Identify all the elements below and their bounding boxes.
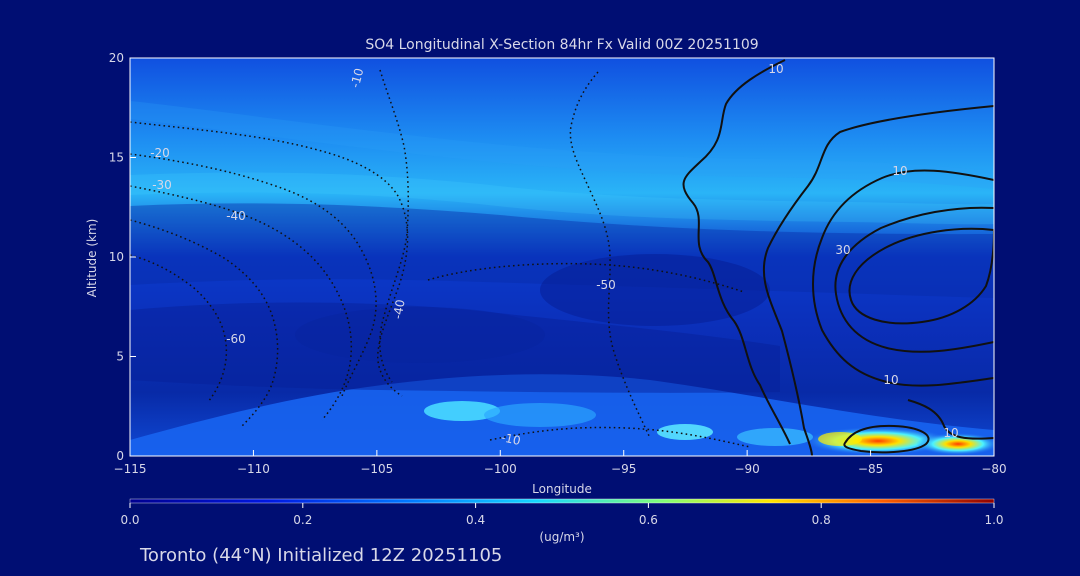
y-axis-ticks: 0 5 10 15 20: [109, 51, 136, 463]
y-tick-label: 5: [116, 350, 124, 364]
footer-caption: Toronto (44°N) Initialized 12Z 20251105: [139, 545, 502, 566]
y-axis: 0 5 10 15 20 Altitude (km): [85, 51, 136, 463]
x-axis: −115 −110 −105 −100 −95 −90 −85 −80 Longitude: [114, 450, 1007, 496]
solid-contour-1: [682, 59, 791, 445]
contour-label-minus40: -40: [226, 209, 246, 223]
aerosol-plume-2: [484, 403, 596, 427]
contour-label-group: 10 10 30 10 10 -20 -30 -40 -60 -50 -40 -…: [150, 62, 958, 448]
dotted-contour-9: [427, 262, 745, 293]
colorbar-tick-label: 0.6: [639, 513, 658, 527]
x-tick-label: −90: [734, 462, 759, 476]
x-tick-label: −80: [981, 462, 1006, 476]
colorbar: 0.0 0.2 0.4 0.6 0.8 1.0 (ug/m³): [120, 498, 1004, 544]
x-tick-label: −115: [114, 462, 147, 476]
colorbar-tick-label: 0.2: [293, 513, 312, 527]
contour-label-minus60: -60: [226, 332, 246, 346]
dotted-contours: [130, 69, 751, 448]
plot-area: 10 10 30 10 10 -20 -30 -40 -60 -50 -40 -…: [130, 58, 994, 456]
colorbar-label: (ug/m³): [539, 530, 584, 544]
contour-label-10-lower: 10: [883, 373, 898, 387]
colorbar-ticks: 0.0 0.2 0.4 0.6 0.8 1.0: [120, 503, 1004, 527]
aerosol-yellow-spot: [818, 432, 862, 446]
colorbar-gradient: [129, 498, 995, 504]
dotted-contour-5: [130, 185, 353, 421]
contour-label-minus40-vertical: -40: [390, 298, 407, 320]
lower-dark-band: [130, 302, 780, 393]
solid-contour-4: [834, 206, 994, 353]
y-axis-label: Altitude (km): [85, 219, 99, 298]
midlayer-dark-band: [130, 203, 994, 298]
colorbar-tick-label: 0.4: [466, 513, 485, 527]
x-axis-ticks: −115 −110 −105 −100 −95 −90 −85 −80: [114, 450, 1007, 476]
solid-contour-2: [762, 105, 994, 456]
contour-label-10-top: 10: [768, 62, 783, 76]
y-tick-label: 20: [109, 51, 124, 65]
colorbar-tick-label: 0.8: [812, 513, 831, 527]
contour-label-minus50: -50: [596, 278, 616, 292]
dotted-contour-1: [379, 69, 409, 383]
y-tick-label: 0: [116, 449, 124, 463]
solid-contour-6: [843, 424, 930, 454]
dotted-contour-3: [130, 121, 409, 397]
x-tick-label: −85: [858, 462, 883, 476]
x-tick-label: −95: [611, 462, 636, 476]
dotted-contour-4: [130, 153, 377, 397]
solid-contour-7: [907, 399, 994, 440]
dark-cell-left: [295, 307, 545, 363]
upper-band-glow: [130, 101, 994, 189]
contour-label-10-right: 10: [892, 164, 907, 178]
midupper-band-glow: [130, 172, 994, 225]
x-tick-label: −105: [360, 462, 393, 476]
aerosol-plume-3: [657, 424, 713, 440]
dotted-contour-6: [130, 219, 279, 427]
contour-label-minus30: -30: [152, 178, 172, 192]
solid-contour-5: [848, 227, 994, 325]
x-tick-label: −100: [484, 462, 517, 476]
colorbar-tick-label: 1.0: [984, 513, 1003, 527]
contour-label-30: 30: [835, 243, 850, 257]
y-tick-label: 10: [109, 250, 124, 264]
aerosol-plume-1: [424, 401, 500, 421]
x-axis-label: Longitude: [532, 482, 592, 496]
solid-contour-3: [812, 169, 994, 387]
contour-label-minus10-bottom: -10: [500, 430, 522, 448]
y-tick-label: 15: [109, 151, 124, 165]
x-tick-label: −110: [237, 462, 270, 476]
dark-cell-center: [540, 254, 770, 326]
contour-label-10-bottom: 10: [943, 426, 958, 440]
colorbar-tick-label: 0.0: [120, 513, 139, 527]
contour-label-minus20: -20: [150, 146, 170, 160]
contour-label-minus10-vertical: -10: [348, 67, 367, 90]
chart-title: SO4 Longitudinal X-Section 84hr Fx Valid…: [365, 37, 758, 53]
aerosol-plume-4: [737, 428, 813, 446]
